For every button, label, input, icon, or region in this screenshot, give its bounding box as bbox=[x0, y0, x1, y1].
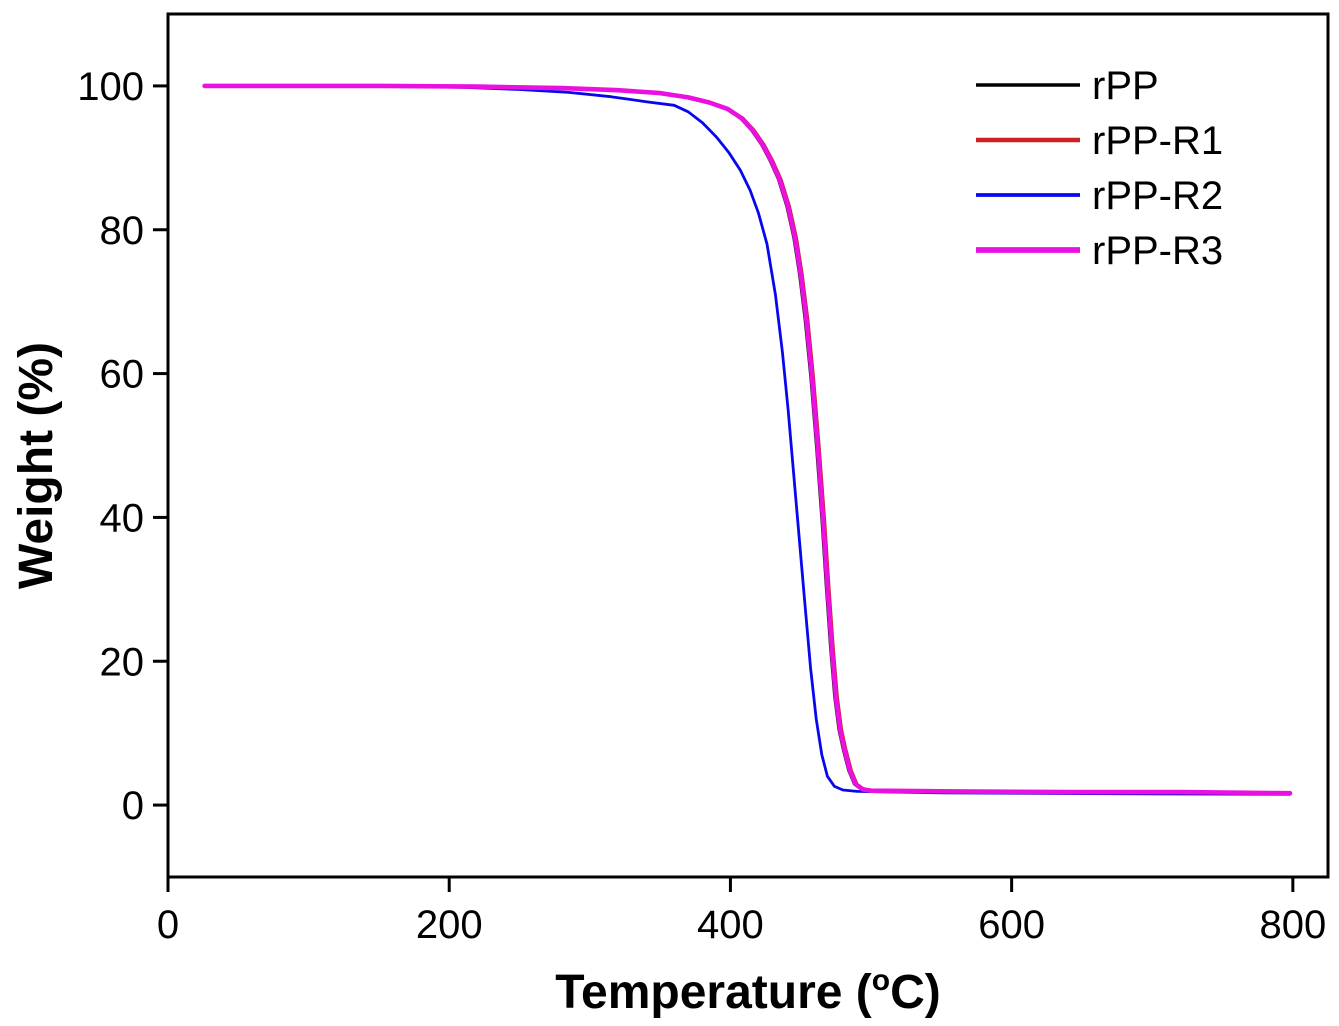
x-tick-label: 0 bbox=[157, 903, 179, 947]
curve-rPP-R3 bbox=[202, 83, 1293, 796]
x-tick-label: 600 bbox=[978, 903, 1045, 947]
y-tick-label: 100 bbox=[77, 65, 144, 109]
legend-label-rPP-R3: rPP-R3 bbox=[1092, 229, 1223, 273]
x-tick-label: 800 bbox=[1259, 903, 1326, 947]
y-tick-label: 60 bbox=[100, 353, 145, 397]
legend-entry-rPP-R3: rPP-R3 bbox=[976, 229, 1223, 273]
x-tick-label: 400 bbox=[697, 903, 764, 947]
legend-label-rPP-R1: rPP-R1 bbox=[1092, 119, 1223, 163]
x-tick-label: 200 bbox=[416, 903, 483, 947]
y-tick-label: 80 bbox=[100, 209, 145, 253]
curve-rPP-R2 bbox=[203, 84, 1292, 796]
legend-entry-rPP-R2: rPP-R2 bbox=[976, 174, 1223, 218]
legend-label-rPP-R2: rPP-R2 bbox=[1092, 174, 1223, 218]
y-tick-label: 0 bbox=[122, 784, 144, 828]
y-tick-label: 20 bbox=[100, 640, 145, 684]
x-axis-title: Temperature (oC) bbox=[555, 964, 941, 1019]
axes: 0 200 400 600 800 0 20 40 60 80 100 Temperature (oC… bbox=[10, 65, 1326, 1019]
legend: rPP rPP-R1 rPP-R2 rPP-R3 bbox=[976, 64, 1223, 273]
y-axis-title: Weight (%) bbox=[10, 342, 63, 589]
plot-area bbox=[166, 12, 1330, 879]
plot-frame bbox=[166, 12, 1330, 879]
y-tick-label: 40 bbox=[100, 496, 145, 540]
legend-entry-rPP: rPP bbox=[976, 64, 1159, 108]
legend-label-rPP: rPP bbox=[1092, 64, 1159, 108]
curves bbox=[202, 83, 1293, 796]
legend-entry-rPP-R1: rPP-R1 bbox=[976, 119, 1223, 163]
